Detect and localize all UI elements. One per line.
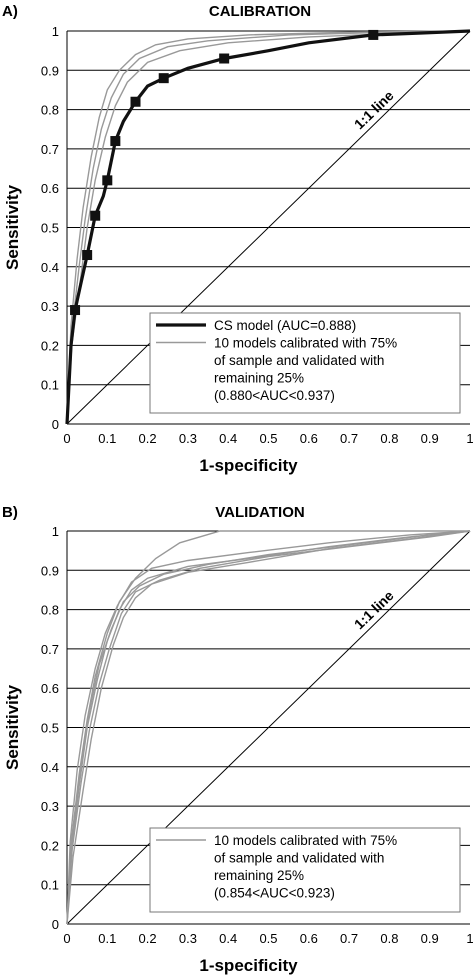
panel-letter: A): [2, 3, 18, 20]
legend-box: [149, 312, 461, 414]
legend-text: of sample and validated with: [214, 851, 384, 866]
legend-text: remaining 25%: [214, 371, 304, 386]
y-tick-label: 1: [52, 24, 59, 39]
y-tick-label: 0.4: [41, 760, 59, 775]
y-tick-label: 0.1: [41, 878, 59, 893]
cs-model-marker: [82, 250, 93, 261]
x-tick-label: 0.5: [259, 431, 277, 446]
model-curve: [66, 30, 471, 425]
x-tick-label: 0.9: [421, 931, 439, 946]
cs-model-marker: [219, 53, 230, 64]
y-tick-label: 1: [52, 524, 59, 539]
x-tick-label: 0.4: [219, 431, 237, 446]
cs-model-marker: [90, 210, 101, 221]
y-tick-label: 0.9: [41, 63, 59, 78]
legend-text: remaining 25%: [214, 868, 304, 883]
y-tick-label: 0.2: [41, 838, 59, 853]
x-tick-label: 0.3: [179, 931, 197, 946]
model-curve: [66, 530, 471, 925]
model-curve: [66, 530, 471, 925]
x-tick-label: 0.4: [219, 931, 237, 946]
y-tick-label: 0.8: [41, 603, 59, 618]
x-axis-label: 1-specificity: [199, 456, 298, 475]
legend-text: 10 models calibrated with 75%: [214, 833, 397, 848]
legend-box: [149, 827, 461, 913]
legend-text: of sample and validated with: [214, 353, 384, 368]
x-tick-label: 0: [63, 931, 70, 946]
x-tick-label: 0.8: [380, 431, 398, 446]
model-curve: [66, 30, 471, 425]
cs-model-marker: [368, 29, 379, 40]
chart-title: CALIBRATION: [209, 3, 311, 20]
y-tick-label: 0.3: [41, 799, 59, 814]
y-tick-label: 0.2: [41, 338, 59, 353]
model-curve: [66, 30, 471, 425]
y-tick-label: 0: [52, 917, 59, 932]
validation-panel: B) VALIDATION 0 0.1 0.2 0.3 0.4 0.5 0.6 0.7 0.8 0.9…: [2, 504, 474, 975]
x-tick-label: 1: [466, 431, 473, 446]
y-tick-label: 0.5: [41, 721, 59, 736]
x-tick-label: 0.6: [300, 931, 318, 946]
cs-model-marker: [110, 136, 121, 147]
x-tick-label: 0.1: [98, 931, 116, 946]
y-tick-label: 0.9: [41, 563, 59, 578]
cs-model-line: [65, 29, 471, 425]
x-tick-label: 0.3: [179, 431, 197, 446]
y-axis-label: Sensitivity: [3, 184, 22, 270]
y-tick-label: 0.6: [41, 181, 59, 196]
x-tick-label: 0.2: [139, 931, 157, 946]
x-tick-label: 0.6: [300, 431, 318, 446]
model-curve: [66, 530, 471, 925]
x-axis-label: 1-specificity: [199, 956, 298, 975]
x-tick-label: 0.1: [98, 431, 116, 446]
y-tick-label: 0: [52, 417, 59, 432]
y-tick-label: 0.6: [41, 681, 59, 696]
legend-text: (0.880<AUC<0.937): [214, 388, 335, 403]
cs-model-marker: [70, 305, 81, 316]
x-tick-label: 0.8: [380, 931, 398, 946]
y-tick-label: 0.7: [41, 642, 59, 657]
y-tick-label: 0.7: [41, 142, 59, 157]
y-axis-label: Sensitivity: [3, 684, 22, 770]
calibration-panel: A) CALIBRATION 0 0.1 0.2 0.3 0.4 0.5 0.6 0.7 0.8 0.…: [2, 3, 474, 475]
legend-text: (0.854<AUC<0.923): [214, 886, 335, 901]
x-tick-label: 0.7: [340, 431, 358, 446]
diagonal-line: [66, 530, 471, 925]
model-curve: [66, 530, 470, 925]
diagonal-line: [66, 30, 471, 425]
cs-model-marker: [102, 175, 113, 186]
y-tick-label: 0.8: [41, 103, 59, 118]
legend-text: 10 models calibrated with 75%: [214, 336, 397, 351]
x-tick-label: 0.7: [340, 931, 358, 946]
x-tick-label: 0.5: [259, 931, 277, 946]
y-tick-label: 0.1: [41, 378, 59, 393]
y-tick-label: 0.5: [41, 221, 59, 236]
cs-model-marker: [130, 96, 141, 107]
cs-model-marker: [158, 73, 169, 84]
x-tick-label: 0.9: [421, 431, 439, 446]
chart-title: VALIDATION: [215, 504, 304, 521]
legend-text: CS model (AUC=0.888): [214, 318, 356, 333]
y-tick-label: 0.4: [41, 260, 59, 275]
x-tick-label: 0: [63, 431, 70, 446]
y-tick-label: 0.3: [41, 299, 59, 314]
panel-letter: B): [2, 504, 18, 521]
x-tick-label: 1: [466, 931, 473, 946]
x-tick-label: 0.2: [139, 431, 157, 446]
